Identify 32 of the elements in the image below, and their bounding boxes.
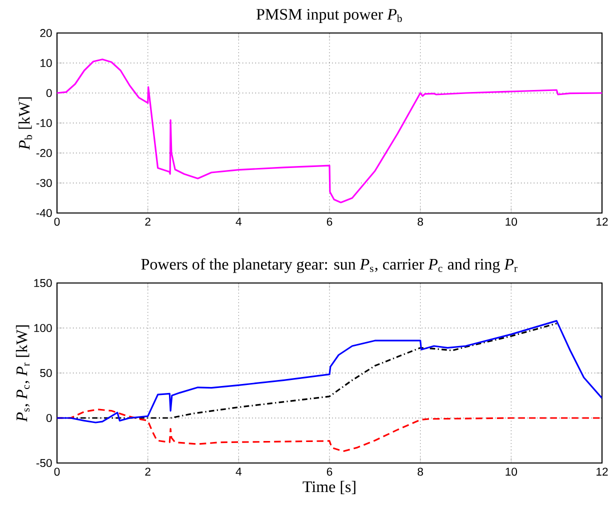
- x-tick-label: 2: [145, 468, 150, 476]
- x-tick-label: 0: [54, 218, 60, 226]
- x-tick-label: 2: [145, 218, 150, 226]
- x-axis-title: Time [s]: [302, 480, 356, 494]
- y-tick-label: -20: [36, 149, 52, 158]
- x-tick-label: 10: [506, 468, 518, 476]
- x-tick-label: 6: [326, 218, 332, 226]
- y-tick-label: 100: [34, 324, 52, 332]
- y-tick-label: 0: [46, 414, 52, 422]
- x-tick-label: 12: [596, 218, 608, 226]
- y-tick-label: -50: [36, 459, 52, 468]
- x-tick-label: 10: [506, 218, 518, 226]
- y-tick-label: -30: [36, 178, 52, 188]
- y-axis-title: P$_{b}$ [kW]: [18, 97, 32, 150]
- x-tick-label: 8: [418, 468, 423, 476]
- y-tick-label: 0: [46, 89, 52, 98]
- text: P$_{s}$, P$_{c}$, P$_{r}$ [kW]: [16, 325, 30, 422]
- y-tick-label: -40: [36, 208, 52, 218]
- y-tick-label: 50: [40, 369, 52, 378]
- x-tick-label: 4: [236, 218, 242, 226]
- x-tick-label: 12: [596, 468, 608, 476]
- y-tick-label: 150: [34, 279, 52, 288]
- line-series: [57, 58, 602, 204]
- x-tick-label: 6: [326, 468, 332, 476]
- y-tick-label: 10: [40, 59, 52, 68]
- x-tick-label: 0: [54, 468, 60, 476]
- y-tick-label: 20: [40, 29, 52, 38]
- y-tick-label: -10: [36, 119, 52, 128]
- chart-title: PMSM input power P$_{b}$: [256, 8, 402, 23]
- chart-title: Powers of the planetary gear: sun P$_{s}$, carrier P$_{c}$ and ring P$_{r}$: [141, 258, 518, 273]
- x-tick-label: 4: [236, 468, 242, 476]
- x-tick-label: 8: [418, 218, 423, 226]
